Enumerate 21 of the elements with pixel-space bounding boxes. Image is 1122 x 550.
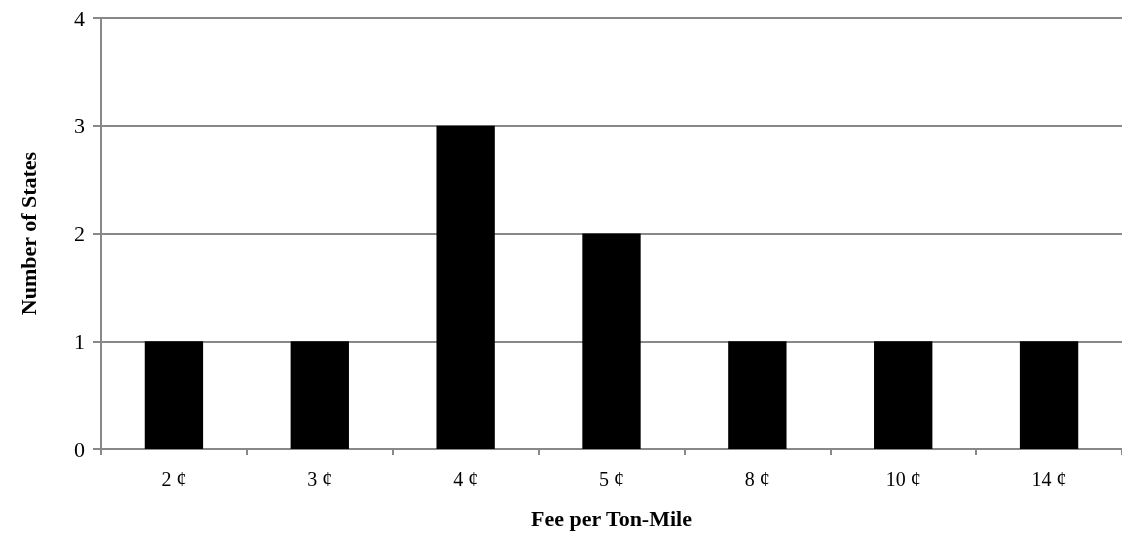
x-tick-label: 10 ¢ [885, 468, 921, 490]
x-tick-label: 4 ¢ [453, 468, 479, 490]
bar [1019, 341, 1079, 449]
x-tick-label: 3 ¢ [307, 468, 333, 490]
x-tick-label: 5 ¢ [599, 468, 624, 490]
bar [582, 233, 641, 449]
y-tick-label: 1 [74, 328, 85, 354]
y-tick-label: 2 [74, 221, 85, 246]
x-axis-title: Fee per Ton-Mile [531, 505, 693, 531]
bar [874, 341, 933, 449]
x-tick-label: 2 ¢ [161, 468, 187, 490]
bar [144, 341, 204, 449]
x-tick-label: 8 ¢ [744, 468, 770, 490]
bar [436, 125, 495, 449]
y-tick-label: 4 [74, 5, 85, 31]
y-tick-label: 3 [74, 113, 85, 139]
bar [290, 341, 349, 449]
bar [728, 341, 787, 449]
x-tick-label: 14 ¢ [1031, 468, 1067, 490]
y-axis-title: Number of States [15, 151, 41, 316]
y-tick-label: 0 [74, 436, 85, 462]
